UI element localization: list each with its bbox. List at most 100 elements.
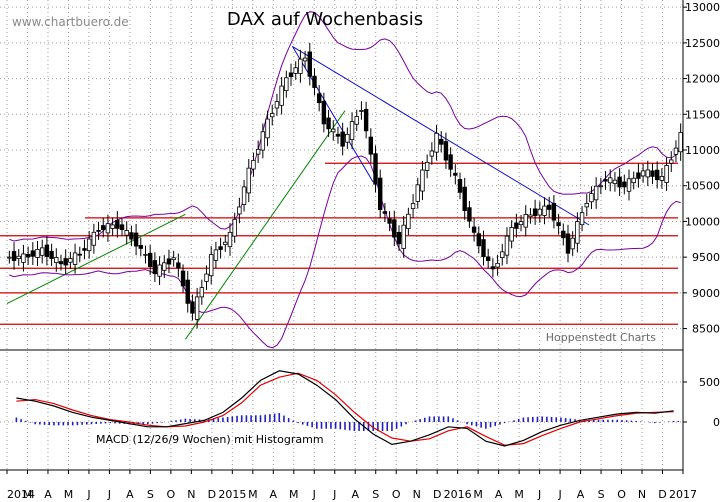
candle-body [54,257,59,264]
candle-body [359,110,364,112]
candle-body [101,225,106,230]
x-tick-label: A [270,488,278,501]
y-tick-label: 12500 [685,37,720,50]
candle-body [664,165,669,183]
x-tick-label: S [372,488,379,501]
x-tick-label: J [86,488,90,501]
x-tick-label: D [658,488,666,501]
candle-body [72,252,78,265]
candle-body [58,261,64,265]
candle-body [260,131,266,151]
watermark: www.chartbuero.de [12,15,129,29]
candle-body [11,251,17,261]
candle-body [462,186,467,211]
candle-body [467,207,472,222]
x-tick-label: A [351,488,359,501]
x-tick-label: A [126,488,134,501]
trend-line-green [184,110,346,340]
candle-body [190,301,195,314]
y-tick-label: 9500 [692,251,720,264]
candle-body [476,233,481,247]
candle-body [349,121,355,141]
candle-body [335,133,341,137]
x-tick-label: J [312,488,316,501]
x-tick-label: 2017 [669,488,697,501]
x-tick-label: D [433,488,441,501]
y-tick-label: 10500 [685,180,720,193]
candle-body [194,296,200,320]
candle-body [204,273,209,282]
candle-body [565,233,571,254]
candle-body [40,247,45,256]
candle-body [645,169,650,178]
candle-body [396,231,402,245]
candle-body [537,208,543,216]
candle-body [593,185,599,201]
candle-body [162,262,167,271]
candle-body [495,262,500,268]
candle-body [16,255,21,260]
trend-line-blue [291,46,374,183]
x-tick-label: O [167,488,176,501]
candle-body [368,136,374,155]
candle-body [579,212,585,226]
trend-line-green [6,213,186,305]
candle-body [307,51,312,77]
candle-body [598,185,604,188]
candle-body [302,57,308,62]
macd-label: MACD (12/26/9 Wochen) mit Histogramm [96,433,324,446]
support-resistance-lines [0,162,678,325]
candle-body [471,226,477,233]
candle-body [270,113,275,118]
macd-line [16,370,674,447]
candle-body [284,77,289,91]
candle-body [293,67,298,74]
candle-body [63,258,68,266]
candle-body [378,177,383,210]
candle-body [406,213,411,230]
x-tick-label: M [248,488,258,501]
candle-body [561,230,566,239]
x-tick-label: N [638,488,646,501]
candle-body [485,256,491,261]
candle-body [82,248,87,251]
candle-body [321,100,327,125]
macd-y-tick-label: 0 [713,416,720,429]
x-tick-label: J [107,488,111,501]
y-tick-label: 12000 [685,73,720,86]
candle-body [157,264,162,277]
candle-body [209,254,214,277]
candle-body [143,253,148,256]
candle-body [7,256,12,259]
macd-y-tick-label: 500 [699,376,720,389]
candle-body [152,260,158,275]
candle-body [251,159,256,170]
candle-body [171,257,176,261]
candle-body [570,237,575,250]
candle-body [86,238,92,252]
candle-body [218,246,223,250]
x-tick-label: S [147,488,154,501]
x-tick-label: A [44,488,52,501]
candle-body [439,138,444,145]
candle-body [232,218,237,237]
candle-body [265,118,270,139]
candle-body [166,258,172,265]
candle-body [626,178,632,192]
candle-body [227,231,233,248]
candle-body [504,235,510,256]
x-tick-label: 2016 [444,488,472,501]
candle-body [490,266,496,270]
candle-body [608,177,613,184]
candle-body [584,202,589,208]
candle-body [518,221,524,226]
candle-body [424,161,430,171]
candle-body [420,169,425,192]
candle-body [96,230,101,232]
candle-body [622,181,627,188]
candle-body [542,205,547,216]
y-tick-label: 11000 [685,144,720,157]
candle-body [21,253,26,263]
candle-body [636,172,641,179]
candle-body [147,252,153,267]
